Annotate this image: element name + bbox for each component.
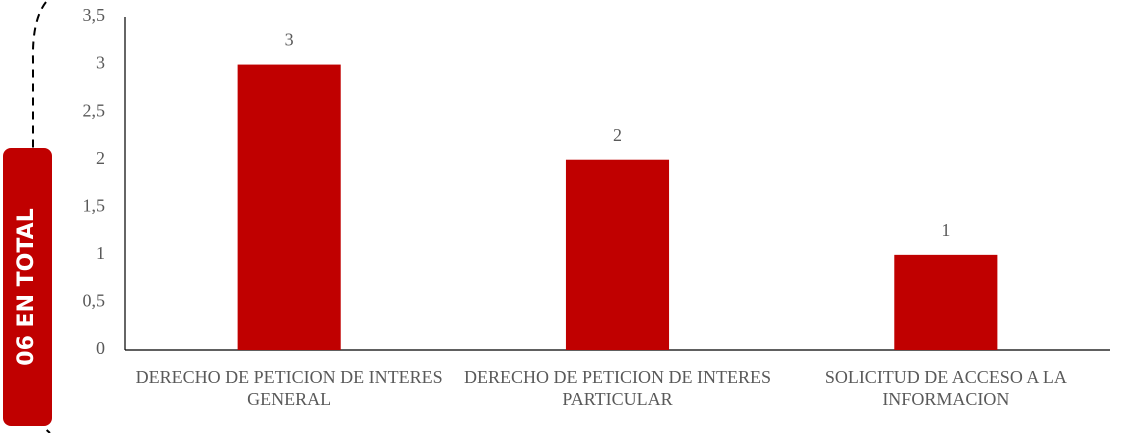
badge-text: 06 EN TOTAL (14, 208, 39, 365)
x-tick-label-box: DERECHO DE PETICION DE INTERES PARTICULA… (464, 367, 771, 409)
data-label: 3 (285, 30, 294, 50)
y-tick-label: 3 (96, 53, 105, 73)
x-tick-label: SOLICITUD DE ACCESO A LA INFORMACION (824, 367, 1067, 409)
x-tick-label: DERECHO DE PETICION DE INTERES GENERAL (135, 367, 443, 409)
x-tick-label-box: SOLICITUD DE ACCESO A LA INFORMACION (824, 367, 1067, 409)
y-tick-label: 1 (96, 243, 105, 263)
data-label: 2 (613, 125, 622, 145)
bar (237, 64, 341, 351)
x-tick-label-box: DERECHO DE PETICION DE INTERES GENERAL (135, 367, 443, 409)
x-tick-label: DERECHO DE PETICION DE INTERES PARTICULA… (464, 367, 771, 409)
y-tick-label: 3,5 (83, 5, 106, 25)
y-tick-label: 0 (96, 338, 105, 358)
badge (3, 148, 52, 426)
y-tick-label: 2 (96, 148, 105, 168)
bar (894, 254, 998, 350)
y-tick-label: 0,5 (83, 291, 106, 311)
bar (565, 159, 670, 350)
y-tick-label: 2,5 (83, 100, 106, 120)
data-label: 1 (941, 220, 950, 240)
y-tick-label: 1,5 (83, 195, 106, 215)
